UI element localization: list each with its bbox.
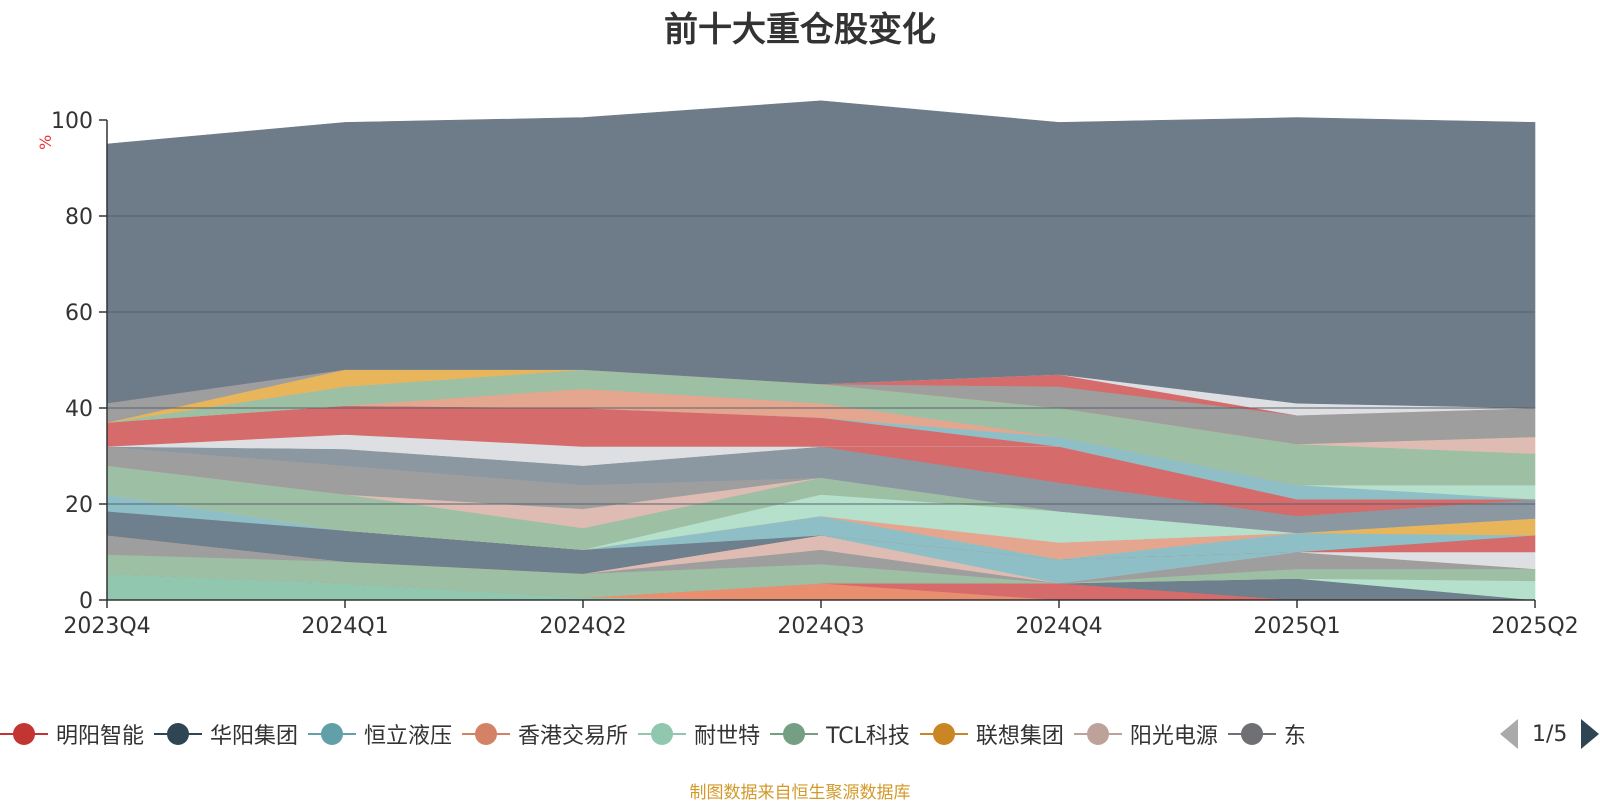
chart-title: 前十大重仓股变化	[664, 10, 936, 50]
y-tick-label-20: 20	[65, 493, 93, 518]
legend-prev-icon[interactable]	[1500, 719, 1518, 749]
legend-label: 耐世特	[694, 724, 761, 749]
legend-item-6[interactable]: 联想集团	[919, 716, 1064, 752]
legend-item-2[interactable]: 恒立液压	[308, 716, 452, 752]
legend-marker-icon	[1073, 722, 1122, 746]
legend-marker-icon	[1227, 722, 1276, 746]
grid-lines	[107, 215, 1535, 505]
x-tick-label-2: 2024Q2	[539, 614, 626, 639]
legend-label: 明阳智能	[56, 724, 145, 749]
x-tick-label-3: 2024Q3	[777, 614, 864, 639]
y-tick-label-100: 100	[51, 109, 93, 134]
y-tick-label-80: 80	[65, 205, 93, 230]
legend-next-icon[interactable]	[1581, 719, 1600, 749]
legend-pager: 1/5	[1500, 718, 1600, 750]
legend-item-0[interactable]: 明阳智能	[0, 716, 144, 752]
legend-item-5[interactable]: TCL科技	[770, 716, 910, 752]
y-tick-label-60: 60	[65, 301, 93, 326]
plot-area	[106, 100, 1536, 601]
legend: 明阳智能 华阳集团 恒立液压 香港交易所 耐世特 TCL科技 联想集团 阳光电源 东	[0, 716, 1482, 752]
y-tick-label-0: 0	[79, 589, 93, 614]
legend-marker-icon	[462, 722, 511, 746]
legend-label: 香港交易所	[518, 724, 629, 749]
area-band-34	[106, 100, 1536, 409]
legend-marker-icon	[919, 722, 968, 746]
y-tick-label-40: 40	[65, 397, 93, 422]
legend-marker-icon	[308, 722, 357, 746]
legend-label: 东	[1283, 724, 1306, 749]
legend-label: 阳光电源	[1129, 724, 1218, 749]
y-axis-unit: %	[36, 134, 55, 150]
x-tick-label-4: 2024Q4	[1015, 614, 1102, 639]
data-source-note: 制图数据来自恒生聚源数据库	[689, 783, 911, 803]
x-tick-label-1: 2024Q1	[301, 614, 388, 639]
legend-item-8[interactable]: 东	[1227, 716, 1306, 752]
legend-item-3[interactable]: 香港交易所	[462, 716, 628, 752]
legend-label: 联想集团	[975, 724, 1064, 749]
legend-marker-icon	[0, 722, 48, 746]
x-tick-label-5: 2025Q1	[1253, 614, 1340, 639]
legend-item-4[interactable]: 耐世特	[638, 716, 760, 752]
legend-item-7[interactable]: 阳光电源	[1073, 716, 1218, 752]
legend-marker-icon	[638, 722, 687, 746]
legend-marker-icon	[770, 722, 819, 746]
legend-label: 恒立液压	[364, 724, 453, 749]
legend-item-1[interactable]: 华阳集团	[154, 716, 298, 752]
x-tick-label-0: 2023Q4	[63, 614, 150, 639]
x-tick-label-6: 2025Q2	[1491, 614, 1578, 639]
legend-page-indicator: 1/5	[1532, 721, 1568, 747]
axes: 0 20 40 60 80 100 2023Q4 2024Q1 2024Q2 2024Q3 2024…	[51, 109, 1579, 639]
legend-marker-icon	[154, 722, 203, 746]
legend-label: TCL科技	[826, 724, 910, 749]
legend-label: 华阳集团	[210, 724, 299, 749]
